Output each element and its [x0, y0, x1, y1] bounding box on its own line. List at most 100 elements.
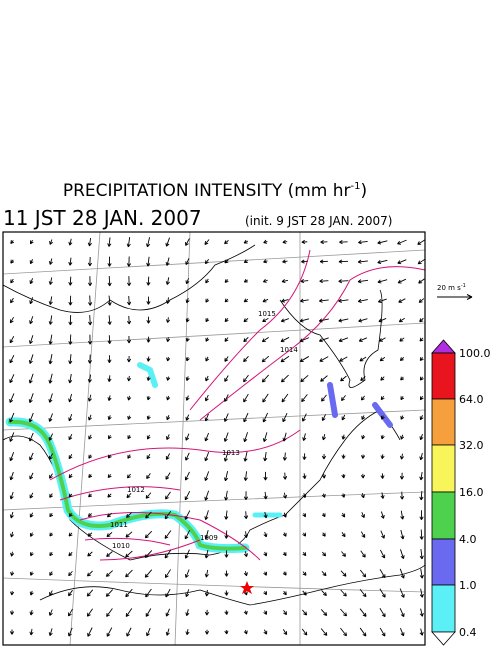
wind-arrow	[107, 237, 112, 247]
wind-arrow	[243, 551, 249, 557]
wind-arrow	[127, 295, 132, 306]
wind-arrow	[282, 532, 287, 537]
wind-arrow	[302, 609, 308, 616]
wind-arrow	[204, 490, 210, 501]
wind-arrow	[301, 394, 308, 403]
wind-arrow	[224, 490, 229, 501]
wind-arrow	[166, 415, 171, 421]
wind-arrow	[243, 451, 248, 462]
wind-arrow	[379, 608, 386, 618]
wind-arrow	[399, 568, 405, 579]
map: 1015 1014 1013 1012 1011 1010 1009	[3, 232, 425, 645]
wind-arrow	[165, 588, 171, 598]
wind-arrow	[107, 295, 112, 306]
wind-arrow	[360, 531, 366, 538]
wind-arrow	[262, 393, 269, 403]
wind-arrow	[88, 295, 93, 306]
wind-arrow	[360, 550, 366, 558]
wind-arrow	[224, 510, 229, 520]
wind-arrow	[341, 531, 346, 538]
wind-arrow	[10, 590, 15, 596]
wind-arrow	[29, 609, 34, 616]
wind-reference-text: 20 m s	[437, 284, 461, 292]
wind-arrow	[48, 334, 53, 345]
wind-reference: 20 m s-1	[437, 283, 473, 300]
wind-arrow	[224, 375, 229, 382]
wind-arrow	[146, 395, 151, 401]
wind-arrow	[280, 374, 289, 383]
wind-arrow	[185, 278, 190, 285]
wind-arrow	[282, 492, 288, 499]
wind-arrow	[88, 493, 93, 498]
wind-arrow	[320, 628, 328, 636]
wind-arrow	[340, 608, 348, 617]
wind-arrow	[282, 571, 287, 576]
wind-arrow	[127, 395, 132, 401]
wind-arrow	[377, 259, 388, 265]
wind-arrow	[184, 510, 191, 520]
wind-arrow	[86, 589, 94, 597]
wind-arrow	[417, 239, 425, 245]
wind-arrow	[397, 278, 407, 284]
wind-arrow	[87, 394, 92, 402]
wind-arrow	[86, 608, 93, 617]
wind-arrow	[204, 432, 210, 442]
wind-arrow	[185, 376, 190, 381]
wind-arrow	[380, 473, 385, 479]
wind-arrow	[185, 589, 190, 597]
wind-arrow	[68, 315, 73, 326]
colorbar	[431, 339, 456, 646]
wind-arrow	[146, 473, 151, 479]
wind-arrow	[88, 434, 93, 440]
colorbar-label: 32.0	[459, 439, 484, 452]
wind-arrow	[280, 337, 290, 343]
wind-arrow	[224, 356, 229, 362]
wind-arrow	[224, 259, 229, 264]
wind-arrow	[302, 453, 307, 460]
wind-arrow	[380, 395, 385, 401]
wind-arrow	[68, 473, 73, 479]
map-bg	[3, 232, 425, 645]
wind-arrow	[48, 433, 54, 441]
wind-arrow	[49, 513, 54, 518]
wind-arrow	[397, 239, 407, 245]
wind-arrow	[243, 610, 248, 615]
wind-arrow	[125, 531, 133, 538]
wind-arrow	[359, 627, 367, 637]
wind-arrow	[419, 357, 424, 361]
wind-arrow	[107, 335, 112, 344]
wind-arrow	[223, 451, 229, 462]
wind-arrow	[281, 393, 289, 403]
wind-arrow	[9, 354, 15, 364]
wind-arrow	[379, 588, 386, 598]
wind-arrow	[125, 569, 133, 578]
wind-arrow	[185, 569, 190, 578]
wind-arrow	[243, 412, 249, 423]
init-time: (init. 9 JST 28 JAN. 2007)	[245, 214, 393, 228]
wind-arrow	[380, 530, 385, 539]
wind-arrow	[29, 297, 34, 305]
wind-arrow	[145, 588, 152, 598]
wind-arrow	[88, 474, 93, 478]
wind-arrow	[48, 315, 53, 325]
valid-time: 11 JST 28 JAN. 2007	[3, 206, 202, 230]
wind-arrow	[68, 334, 73, 345]
wind-arrow	[87, 513, 92, 517]
wind-arrow	[224, 471, 229, 482]
colorbar-under	[431, 631, 456, 646]
wind-arrow	[106, 627, 113, 637]
wind-arrow	[87, 354, 93, 364]
wind-arrow	[359, 608, 367, 617]
wind-arrow	[419, 549, 424, 560]
wind-arrow	[126, 237, 131, 248]
wind-arrow	[165, 297, 170, 304]
wind-arrow	[263, 590, 267, 596]
wind-arrow	[87, 627, 93, 637]
wind-arrow	[126, 256, 131, 267]
wind-arrow	[302, 552, 307, 557]
wind-arrow	[339, 240, 348, 245]
wind-arrow	[380, 434, 385, 440]
wind-arrow	[301, 239, 308, 245]
wind-arrow	[263, 239, 268, 244]
wind-arrow	[319, 356, 329, 362]
